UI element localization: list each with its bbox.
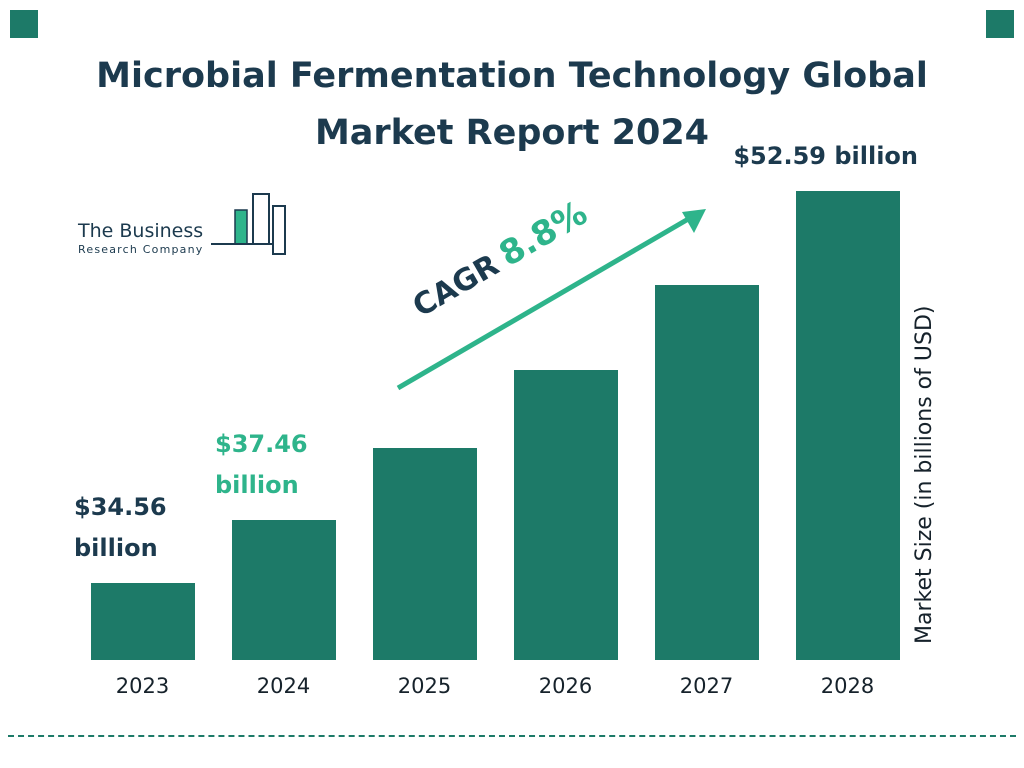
bar-2028 [795,191,900,660]
x-tick-2028: 2028 [820,674,875,698]
value-label-2023: $34.56 billion [74,493,167,563]
x-tick-2026: 2026 [538,674,593,698]
x-tick-2024: 2024 [256,674,311,698]
bottom-dashed-divider [8,735,1016,737]
bar-2025 [372,448,477,660]
bar-column-2023: 2023 $34.56 billion [72,160,213,698]
bar-2023 [90,583,195,660]
corner-accent-top-right [986,10,1014,38]
bar-column-2025: 2025 [354,160,495,698]
x-tick-2027: 2027 [679,674,734,698]
bar-chart: 2023 $34.56 billion 2024 $37.46 billion 2025 20… [72,142,918,698]
company-logo-text: The Business Research Company [78,220,204,256]
bar-2024 [231,520,336,660]
company-logo: The Business Research Company [78,192,295,256]
page-title: Microbial Fermentation Technology Global… [0,48,1024,161]
y-axis-label: Market Size (in billions of USD) [912,305,937,645]
bar-column-2028: 2028 $52.59 billion [733,142,918,698]
logo-line2: Research Company [78,243,204,256]
page-title-line2: Market Report 2024 [314,112,710,153]
bar-2027 [654,285,759,660]
page-title-line1: Microbial Fermentation Technology Global [96,56,928,96]
bar-column-2024: 2024 $37.46 billion [213,160,354,698]
bar-column-2026: 2026 [495,160,636,698]
bar-column-2027: 2027 [636,160,777,698]
x-tick-2025: 2025 [397,674,452,698]
x-tick-2023: 2023 [115,674,170,698]
logo-line1: The Business [78,220,204,243]
corner-accent-top-left [10,10,38,38]
bar-2026 [513,370,618,660]
value-label-2024: $37.46 billion [215,430,308,500]
value-label-2028: $52.59 billion [733,142,918,171]
bar-chart-icon [211,193,287,255]
